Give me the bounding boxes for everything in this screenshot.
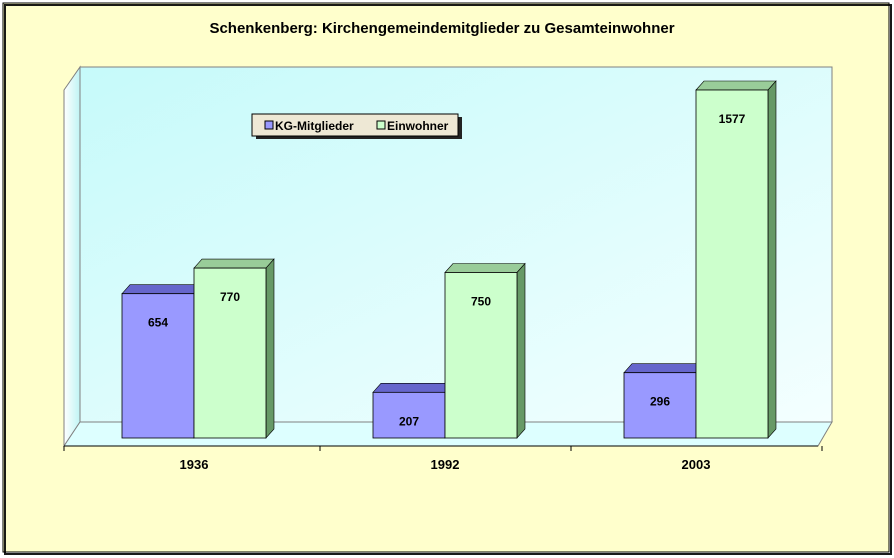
- bar-top-Einwohner-1936: [193, 258, 275, 269]
- bar-top-KG-Mitglieder-1992: [372, 383, 454, 393]
- data-label-KG-Mitglieder-1936: 654: [148, 316, 168, 330]
- bar-side-Einwohner-1936: [265, 258, 275, 439]
- x-tick-label-1936: 1936: [180, 457, 209, 472]
- bar-KG-Mitglieder-1992: [372, 391, 446, 439]
- bar-top-Einwohner-2003: [695, 80, 777, 91]
- bar-Einwohner-1992: [444, 272, 518, 439]
- data-label-Einwohner-1936: 770: [220, 290, 240, 304]
- data-label-Einwohner-2003: 1577: [719, 112, 746, 126]
- data-label-KG-Mitglieder-2003: 296: [650, 395, 670, 409]
- bar-top-KG-Mitglieder-1936: [121, 284, 203, 294]
- chart-title: Schenkenberg: Kirchengemeindemitglieder …: [209, 20, 674, 37]
- x-tick-label-2003: 2003: [682, 457, 711, 472]
- bar-top-Einwohner-1992: [444, 263, 526, 273]
- chart-shadow: [4, 4, 892, 555]
- bar-KG-Mitglieder-2003: [623, 372, 697, 439]
- data-label-KG-Mitglieder-1992: 207: [399, 414, 419, 428]
- bar-top-KG-Mitglieder-2003: [623, 363, 705, 373]
- legend-label-kg: KG-Mitglieder: [275, 119, 354, 133]
- bar-Einwohner-2003: [695, 89, 769, 439]
- legend-label-einwohner: Einwohner: [387, 119, 449, 133]
- data-label-Einwohner-1992: 750: [471, 294, 491, 308]
- side-wall: [63, 65, 81, 448]
- legend-swatch-einwohner: [376, 120, 386, 130]
- x-tick-label-1992: 1992: [431, 457, 460, 472]
- bar-side-Einwohner-2003: [767, 80, 777, 439]
- legend: KG-Mitglieder Einwohner: [251, 113, 462, 139]
- legend-swatch-kg: [264, 120, 274, 130]
- bar-Einwohner-1936: [193, 267, 267, 439]
- bar-side-Einwohner-1992: [516, 262, 526, 439]
